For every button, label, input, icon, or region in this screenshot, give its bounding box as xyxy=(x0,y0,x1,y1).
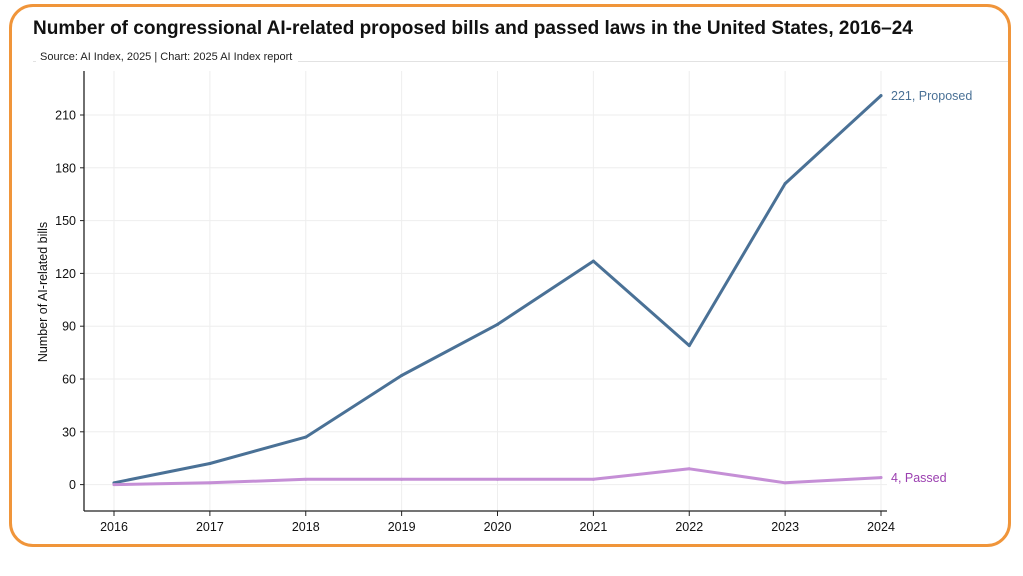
y-tick-label: 150 xyxy=(55,214,76,228)
x-tick-label: 2019 xyxy=(388,520,416,534)
x-tick-label: 2022 xyxy=(675,520,703,534)
gridlines xyxy=(84,71,887,511)
x-tick-label: 2024 xyxy=(867,520,895,534)
y-tick-label: 30 xyxy=(62,425,76,439)
series-lines xyxy=(112,94,883,487)
data-point-passed xyxy=(591,477,595,481)
data-point-passed xyxy=(879,476,883,480)
end-label-passed: 4, Passed xyxy=(891,471,947,485)
y-axis-title: Number of AI-related bills xyxy=(36,222,50,362)
y-tick-label: 0 xyxy=(69,478,76,492)
data-point-passed xyxy=(304,477,308,481)
data-point-proposed xyxy=(496,322,499,326)
data-point-passed xyxy=(112,483,116,487)
end-label-proposed: 221, Proposed xyxy=(891,89,972,103)
y-tick-label: 210 xyxy=(55,109,76,123)
x-tick-label: 2017 xyxy=(196,520,224,534)
data-point-passed xyxy=(687,467,691,471)
x-tick-label: 2016 xyxy=(100,520,128,534)
chart-title: Number of congressional AI-related propo… xyxy=(33,18,913,39)
axes: 0 30 60 90 120 150 180 210 2016 2017 2018 2019 2020 2… xyxy=(55,71,895,534)
chart-frame xyxy=(9,4,1011,547)
y-tick-label: 90 xyxy=(62,320,76,334)
data-point-proposed xyxy=(591,259,595,263)
chart-source: Source: AI Index, 2025 | Chart: 2025 AI … xyxy=(36,51,299,63)
x-tick-label: 2021 xyxy=(579,520,607,534)
y-tick-label: 180 xyxy=(55,161,76,175)
x-tick-label: 2023 xyxy=(771,520,799,534)
y-tick-label: 120 xyxy=(55,267,76,281)
x-tick-label: 2018 xyxy=(292,520,320,534)
data-point-passed xyxy=(208,481,212,485)
data-point-passed xyxy=(496,477,499,481)
data-point-proposed xyxy=(304,435,308,439)
data-point-proposed xyxy=(687,344,691,348)
data-point-passed xyxy=(783,481,787,485)
data-point-proposed xyxy=(400,373,404,377)
data-point-passed xyxy=(400,477,404,481)
data-point-proposed xyxy=(783,182,787,186)
data-point-proposed xyxy=(879,94,883,98)
x-tick-label: 2020 xyxy=(484,520,512,534)
data-point-proposed xyxy=(208,461,212,465)
labels: 221, Proposed 4, Passed xyxy=(891,89,972,485)
y-tick-label: 60 xyxy=(62,373,76,387)
source-divider xyxy=(33,61,1008,62)
